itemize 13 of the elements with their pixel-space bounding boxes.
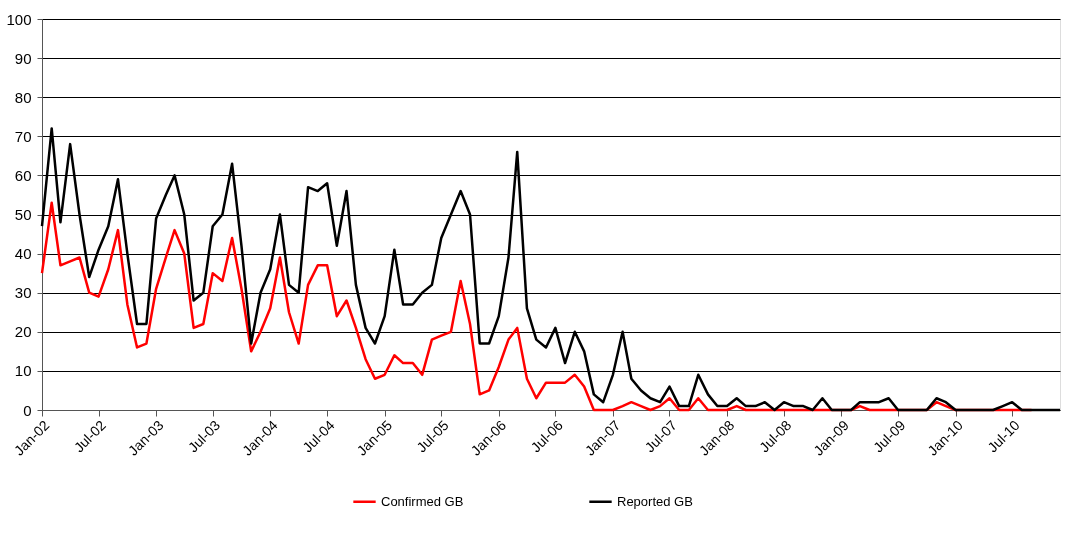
y-tick-label: 10 <box>14 362 32 380</box>
y-tick-label: 30 <box>14 284 32 302</box>
y-tick-label: 40 <box>14 245 32 263</box>
y-tick-label: 100 <box>6 10 32 28</box>
y-tick-label: 50 <box>14 206 32 223</box>
legend-label: Reported GB <box>617 493 693 509</box>
legend-label: Confirmed GB <box>381 493 464 509</box>
y-tick-label: 90 <box>14 49 32 67</box>
y-tick-label: 60 <box>14 166 32 184</box>
y-tick-label: 80 <box>14 88 32 106</box>
y-tick-label: 70 <box>14 127 32 145</box>
y-tick-label: 20 <box>14 323 32 341</box>
y-tick-label: 0 <box>23 401 32 419</box>
